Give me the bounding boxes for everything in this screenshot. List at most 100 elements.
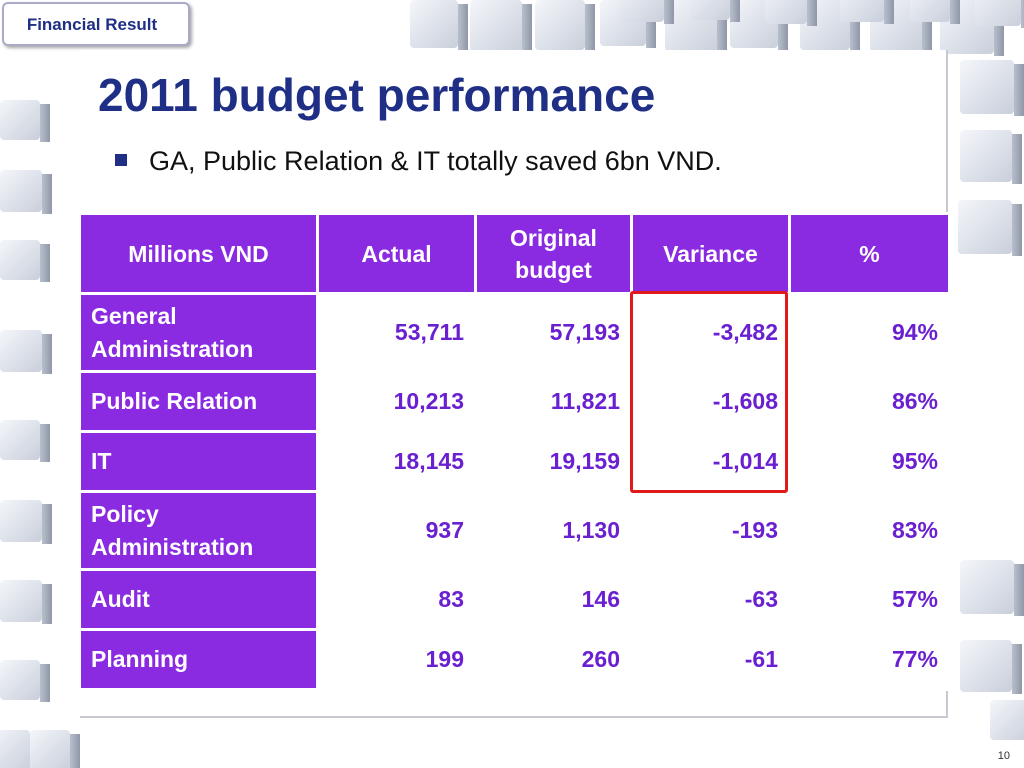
cube-side-shape — [458, 4, 468, 50]
cube-shape — [620, 0, 664, 22]
variance-cell: -1,014 — [630, 430, 791, 493]
bullet-text: GA, Public Relation & IT totally saved 6… — [149, 146, 722, 176]
cube-shape — [470, 0, 522, 52]
table-row: Public Relation 10,213 11,821 -1,608 86% — [78, 370, 951, 433]
percent-cell: 57% — [788, 568, 951, 631]
cube-side-shape — [717, 4, 727, 54]
row-label: Planning — [78, 628, 319, 691]
cube-side-shape — [730, 0, 740, 22]
variance-cell: -3,482 — [630, 292, 791, 373]
bullet-point: GA, Public Relation & IT totally saved 6… — [115, 146, 722, 177]
cube-shape — [0, 580, 42, 622]
cube-side-shape — [1012, 644, 1022, 694]
cube-side-shape — [42, 504, 52, 544]
header-original-budget: Original budget — [474, 212, 633, 295]
cube-side-shape — [850, 4, 860, 52]
variance-cell: -193 — [630, 490, 791, 571]
table-row: Audit 83 146 -63 57% — [78, 568, 951, 631]
cube-side-shape — [42, 174, 52, 214]
cube-side-shape — [70, 734, 80, 768]
percent-cell: 86% — [788, 370, 951, 433]
cube-side-shape — [994, 4, 1004, 56]
cube-side-shape — [922, 4, 932, 54]
budget-cell: 1,130 — [474, 490, 633, 571]
row-label: IT — [78, 430, 319, 493]
cube-side-shape — [1014, 64, 1024, 116]
cube-shape — [960, 640, 1012, 692]
cube-side-shape — [884, 0, 894, 24]
cube-shape — [0, 170, 42, 212]
table-row: Planning 199 260 -61 77% — [78, 628, 951, 691]
cube-side-shape — [40, 244, 50, 282]
percent-cell: 83% — [788, 490, 951, 571]
cube-side-shape — [585, 4, 595, 52]
cube-side-shape — [1021, 0, 1024, 28]
table-row: IT 18,145 19,159 -1,014 95% — [78, 430, 951, 493]
cube-shape — [910, 0, 950, 22]
section-tag-label: Financial Result — [26, 15, 158, 34]
cube-side-shape — [40, 664, 50, 702]
budget-cell: 11,821 — [474, 370, 633, 433]
actual-cell: 83 — [316, 568, 477, 631]
square-bullet-icon — [115, 154, 127, 166]
variance-cell: -61 — [630, 628, 791, 691]
budget-table: Millions VND Actual Original budget Vari… — [78, 212, 951, 691]
cube-shape — [765, 0, 807, 24]
percent-cell: 77% — [788, 628, 951, 691]
header-millions-vnd: Millions VND — [78, 212, 319, 295]
cube-side-shape — [42, 584, 52, 624]
table-row: General Administration 53,711 57,193 -3,… — [78, 292, 951, 373]
cube-side-shape — [646, 4, 656, 48]
budget-cell: 19,159 — [474, 430, 633, 493]
cube-shape — [0, 330, 42, 372]
variance-highlight-box — [630, 291, 788, 493]
cube-shape — [960, 60, 1014, 114]
section-tag: Financial Result — [2, 2, 190, 46]
actual-cell: 18,145 — [316, 430, 477, 493]
page-number: 10 — [997, 750, 1010, 762]
budget-cell: 146 — [474, 568, 633, 631]
cube-shape — [0, 420, 40, 460]
cube-side-shape — [1014, 564, 1024, 616]
percent-cell: 94% — [788, 292, 951, 373]
cube-shape — [0, 240, 40, 280]
row-label: Public Relation — [78, 370, 319, 433]
cube-shape — [990, 700, 1024, 740]
actual-cell: 937 — [316, 490, 477, 571]
row-label: Policy Administration — [78, 490, 319, 571]
budget-cell: 57,193 — [474, 292, 633, 373]
cube-side-shape — [1012, 134, 1022, 184]
header-variance: Variance — [630, 212, 791, 295]
cube-shape — [690, 0, 730, 20]
budget-cell: 260 — [474, 628, 633, 691]
actual-cell: 53,711 — [316, 292, 477, 373]
row-label: Audit — [78, 568, 319, 631]
actual-cell: 199 — [316, 628, 477, 691]
cube-shape — [958, 200, 1012, 254]
cube-shape — [960, 130, 1012, 182]
cube-side-shape — [42, 334, 52, 374]
cube-side-shape — [40, 424, 50, 462]
actual-cell: 10,213 — [316, 370, 477, 433]
header-percent: % — [788, 212, 951, 295]
percent-cell: 95% — [788, 430, 951, 493]
cube-side-shape — [807, 0, 817, 26]
cube-shape — [840, 0, 884, 22]
cube-side-shape — [664, 0, 674, 24]
cube-shape — [975, 0, 1021, 26]
cube-shape — [0, 730, 30, 768]
row-label: General Administration — [78, 292, 319, 373]
header-actual: Actual — [316, 212, 477, 295]
page-title: 2011 budget performance — [98, 69, 656, 121]
cube-side-shape — [40, 104, 50, 142]
table-header-row: Millions VND Actual Original budget Vari… — [78, 212, 951, 295]
cube-side-shape — [778, 4, 788, 50]
cube-shape — [0, 660, 40, 700]
cube-side-shape — [950, 0, 960, 24]
cube-shape — [535, 0, 585, 50]
cube-shape — [960, 560, 1014, 614]
cube-side-shape — [522, 4, 532, 54]
variance-cell: -1,608 — [630, 370, 791, 433]
cube-shape — [410, 0, 458, 48]
